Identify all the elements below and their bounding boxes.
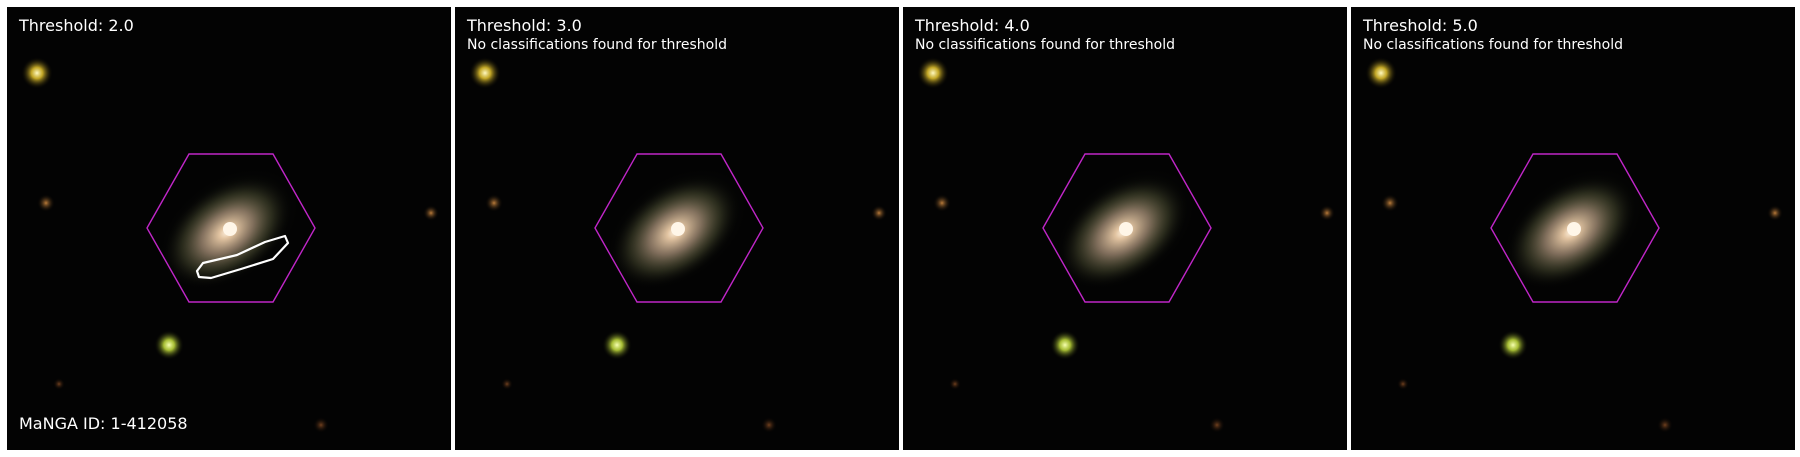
star — [154, 330, 184, 360]
threshold-label: Threshold: 2.0 — [19, 16, 134, 35]
star — [1209, 417, 1225, 433]
sky-image — [469, 57, 887, 433]
star — [1319, 205, 1335, 221]
manga-id-label: MaNGA ID: 1-412058 — [19, 414, 188, 433]
ifu-hexagon — [1490, 153, 1660, 303]
galaxy — [156, 166, 302, 292]
star — [761, 417, 777, 433]
star — [1657, 417, 1673, 433]
no-classification-note: No classifications found for threshold — [915, 37, 1175, 53]
star — [1397, 378, 1409, 390]
star — [1381, 194, 1399, 212]
galaxy — [1052, 166, 1198, 292]
image-panel: Threshold: 4.0 No classifications found … — [903, 7, 1347, 450]
sky-image — [21, 57, 439, 433]
star — [602, 330, 632, 360]
galaxy — [1500, 166, 1646, 292]
no-classification-note: No classifications found for threshold — [1363, 37, 1623, 53]
star — [37, 194, 55, 212]
image-panel: Threshold: 3.0 No classifications found … — [455, 7, 899, 450]
star — [1498, 330, 1528, 360]
star — [917, 57, 949, 89]
star — [423, 205, 439, 221]
star — [53, 378, 65, 390]
image-panel: Threshold: 5.0 No classifications found … — [1351, 7, 1795, 450]
no-classification-note: No classifications found for threshold — [467, 37, 727, 53]
threshold-label: Threshold: 5.0 — [1363, 16, 1478, 35]
star — [313, 417, 329, 433]
star — [871, 205, 887, 221]
sky-image — [917, 57, 1335, 433]
star — [501, 378, 513, 390]
star — [1767, 205, 1783, 221]
image-panel: Threshold: 2.0 MaNGA ID: 1-412058 — [7, 7, 451, 450]
sky-image — [1365, 57, 1783, 433]
threshold-label: Threshold: 4.0 — [915, 16, 1030, 35]
star — [1365, 57, 1397, 89]
classification-contour — [195, 234, 290, 280]
star — [1050, 330, 1080, 360]
threshold-label: Threshold: 3.0 — [467, 16, 582, 35]
star — [21, 57, 53, 89]
star — [485, 194, 503, 212]
star — [469, 57, 501, 89]
ifu-hexagon — [1042, 153, 1212, 303]
ifu-hexagon — [594, 153, 764, 303]
ifu-hexagon — [146, 153, 316, 303]
star — [933, 194, 951, 212]
star — [949, 378, 961, 390]
galaxy — [604, 166, 750, 292]
